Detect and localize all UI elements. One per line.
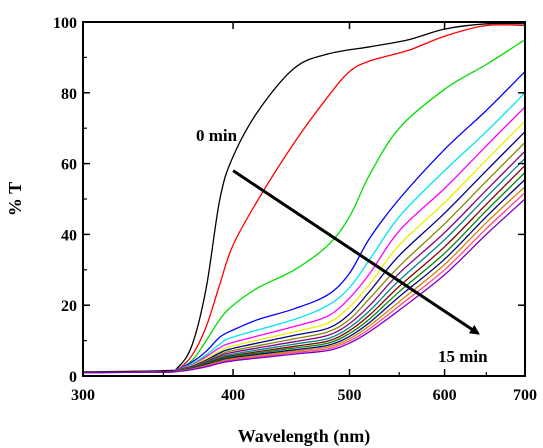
series-line-8 bbox=[82, 141, 526, 374]
series-line-2 bbox=[82, 39, 526, 374]
series-line-3 bbox=[82, 71, 526, 374]
x-tick-label-500: 500 bbox=[337, 387, 361, 404]
x-tick-label-400: 400 bbox=[221, 387, 245, 404]
y-tick-label-100: 100 bbox=[53, 15, 77, 32]
series-line-6 bbox=[82, 120, 526, 374]
y-tick-label-40: 40 bbox=[61, 227, 77, 244]
y-tick-label-0: 0 bbox=[69, 369, 77, 386]
series-line-5 bbox=[82, 106, 526, 374]
series-line-13 bbox=[82, 179, 526, 374]
x-tick-label-600: 600 bbox=[433, 387, 457, 404]
series-line-16 bbox=[82, 198, 526, 374]
series-line-11 bbox=[82, 164, 526, 374]
series-line-1 bbox=[82, 24, 526, 374]
annotation-start: 0 min bbox=[196, 126, 238, 145]
annotation-end: 15 min bbox=[438, 347, 488, 366]
y-axis-label: % T bbox=[5, 182, 25, 216]
series-layer bbox=[82, 22, 526, 374]
series-line-0 bbox=[82, 22, 526, 373]
time-arrow bbox=[232, 169, 480, 335]
y-tick-label-80: 80 bbox=[61, 86, 77, 103]
x-axis-label: Wavelength (nm) bbox=[238, 426, 371, 447]
y-tick-label-20: 20 bbox=[61, 298, 77, 315]
y-tick-label-60: 60 bbox=[61, 157, 77, 174]
x-tick-label-300: 300 bbox=[71, 387, 95, 404]
series-line-7 bbox=[82, 131, 526, 374]
ticks-layer: 300 400 500 600 700 0 20 40 60 80 100 bbox=[53, 15, 537, 404]
x-tick-label-700: 700 bbox=[513, 387, 537, 404]
arrow-layer bbox=[232, 169, 480, 335]
